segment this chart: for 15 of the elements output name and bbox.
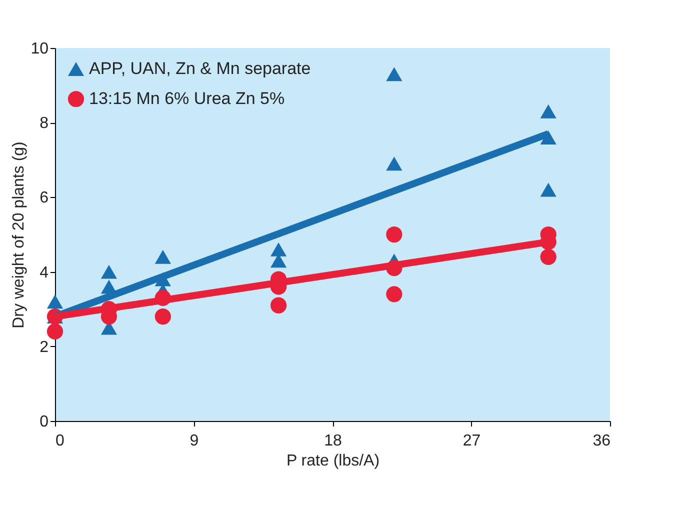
- y-tick-label: 8: [40, 115, 49, 132]
- y-tick-label: 4: [40, 264, 49, 282]
- y-tick-label: 6: [40, 190, 49, 207]
- y-axis-title: Dry weight of 20 plants (g): [10, 142, 28, 328]
- y-tick-label: 2: [40, 338, 49, 356]
- x-tick-label: 36: [592, 432, 611, 450]
- x-tick-label: 27: [462, 432, 481, 450]
- y-tick-label: 10: [30, 40, 49, 58]
- y-tick-label: 0: [40, 414, 49, 430]
- x-axis-title: P rate (lbs/A): [286, 452, 380, 470]
- x-tick-label: 0: [56, 432, 64, 450]
- x-tick-label: 9: [190, 432, 199, 450]
- legend-label: 13:15 Mn 6% Urea Zn 5%: [89, 89, 285, 108]
- x-tick-label: 18: [324, 432, 342, 450]
- legend-label: APP, UAN, Zn & Mn separate: [89, 59, 311, 78]
